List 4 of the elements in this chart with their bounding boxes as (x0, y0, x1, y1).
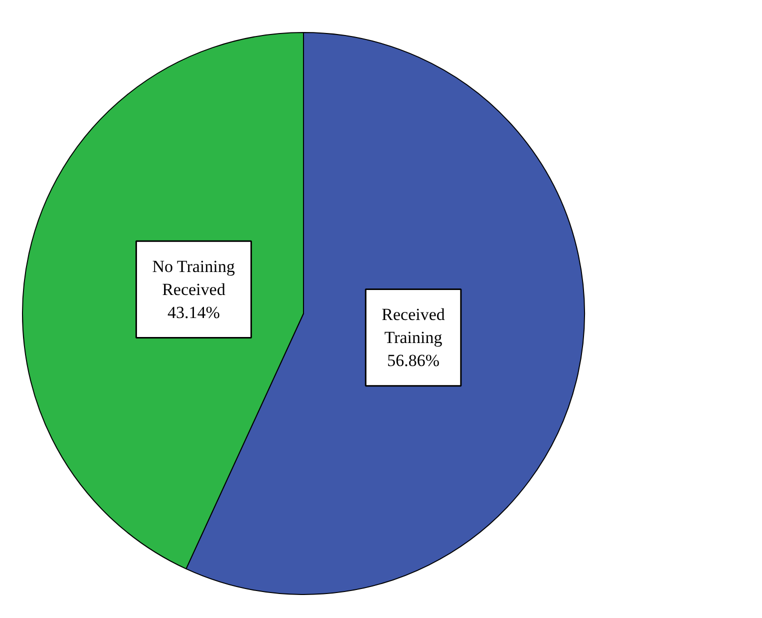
data-label: 56.86% (387, 350, 440, 370)
data-label: 43.14% (167, 302, 220, 322)
slice-label: No Training Received (152, 257, 236, 299)
slice-label: Received Training (382, 305, 446, 348)
